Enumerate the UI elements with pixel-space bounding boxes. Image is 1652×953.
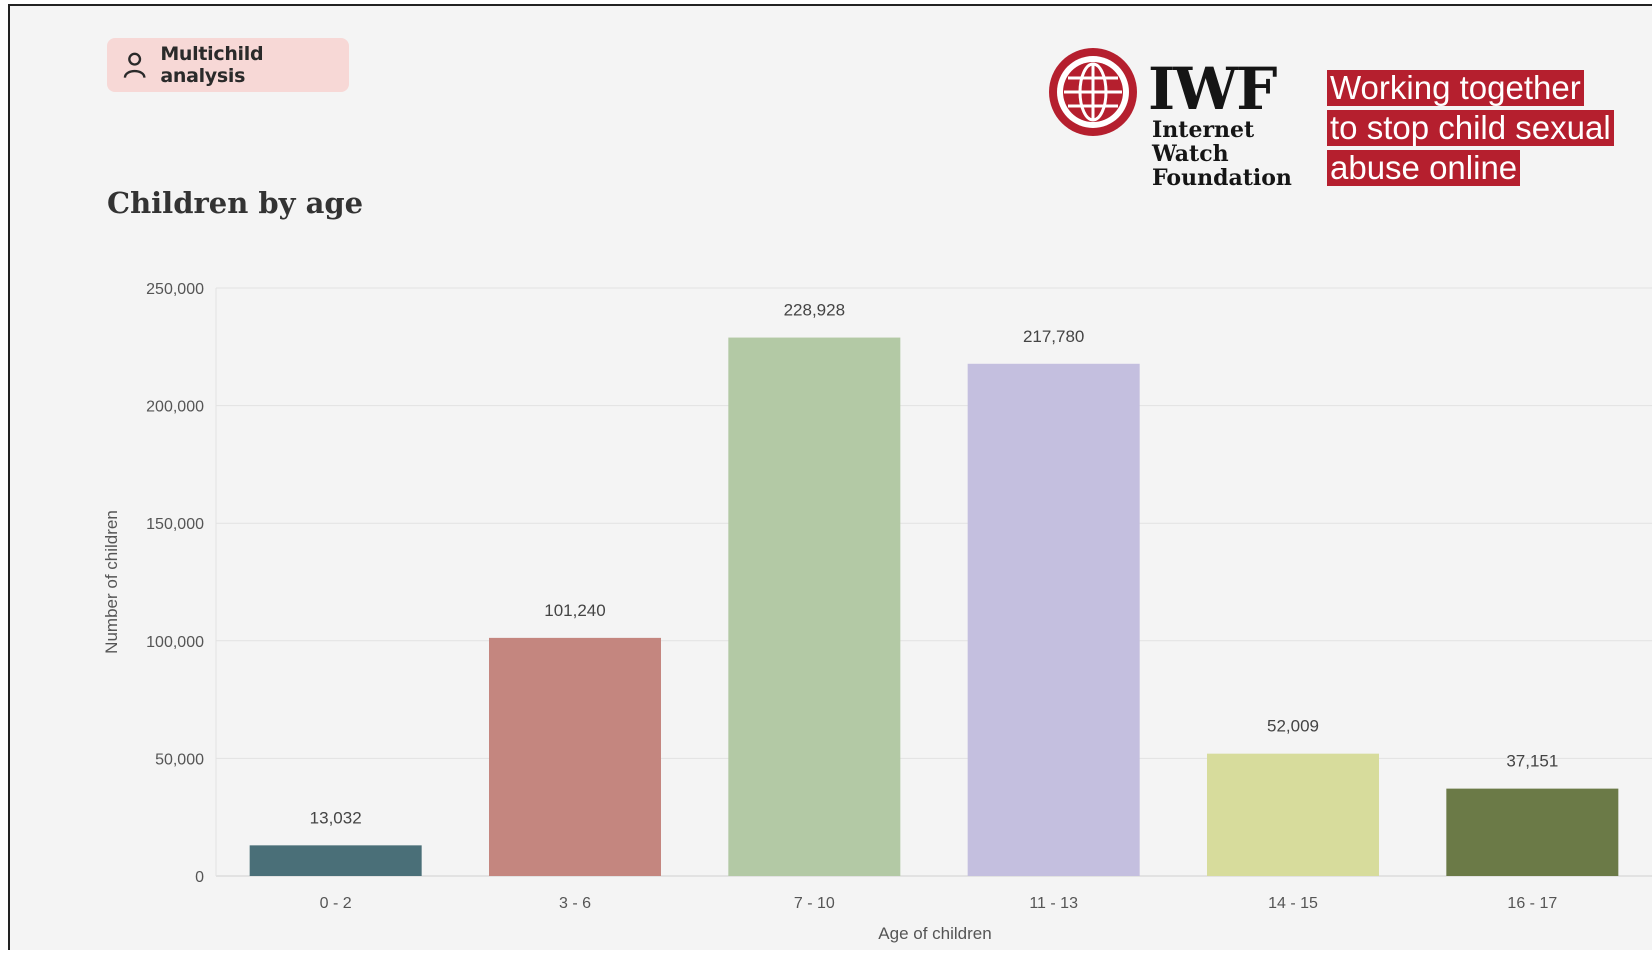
bar-11-13 xyxy=(967,363,1140,876)
x-tick-label: 16 - 17 xyxy=(1507,895,1557,912)
bar-3-6 xyxy=(489,637,661,876)
data-label: 13,032 xyxy=(310,808,362,827)
y-tick-label: 50,000 xyxy=(155,751,204,768)
bar-0-2 xyxy=(249,845,422,876)
x-tick-label: 14 - 15 xyxy=(1268,895,1318,912)
x-tick-label: 0 - 2 xyxy=(320,895,352,912)
tagline: Working together to stop child sexual ab… xyxy=(1327,70,1614,190)
logo-name: Internet Watch Foundation xyxy=(1152,118,1292,190)
x-tick-label: 7 - 10 xyxy=(794,895,835,912)
x-tick-label: 3 - 6 xyxy=(559,895,591,912)
y-tick-label: 150,000 xyxy=(146,516,204,533)
chart-title: Children by age xyxy=(107,186,364,220)
bar-14-15 xyxy=(1207,753,1379,876)
y-axis-title: Number of children xyxy=(102,510,121,654)
y-tick-label: 100,000 xyxy=(146,634,204,651)
tagline-line: abuse online xyxy=(1327,150,1521,186)
data-label: 37,151 xyxy=(1506,752,1558,771)
globe-icon xyxy=(1049,48,1137,136)
tagline-line: Working together xyxy=(1327,70,1584,106)
data-label: 217,780 xyxy=(1023,327,1084,346)
person-icon xyxy=(123,52,146,78)
bar-16-17 xyxy=(1446,788,1619,876)
y-tick-label: 250,000 xyxy=(146,281,204,298)
data-label: 228,928 xyxy=(784,301,845,320)
data-label: 52,009 xyxy=(1267,717,1319,736)
bar-7-10 xyxy=(728,337,901,876)
logo-name-line: Internet xyxy=(1152,117,1255,143)
logo-acronym: IWF xyxy=(1148,55,1277,123)
y-tick-label: 0 xyxy=(195,869,204,886)
x-tick-label: 11 - 13 xyxy=(1029,895,1078,912)
multichild-analysis-badge: Multichild analysis xyxy=(107,38,349,92)
logo-name-line: Watch xyxy=(1152,141,1229,167)
tagline-line: to stop child sexual xyxy=(1327,110,1614,146)
logo-name-line: Foundation xyxy=(1152,165,1292,191)
data-label: 101,240 xyxy=(544,601,605,620)
x-axis-title: Age of children xyxy=(878,924,991,943)
badge-label: Multichild analysis xyxy=(160,43,264,87)
y-tick-label: 200,000 xyxy=(146,399,204,416)
